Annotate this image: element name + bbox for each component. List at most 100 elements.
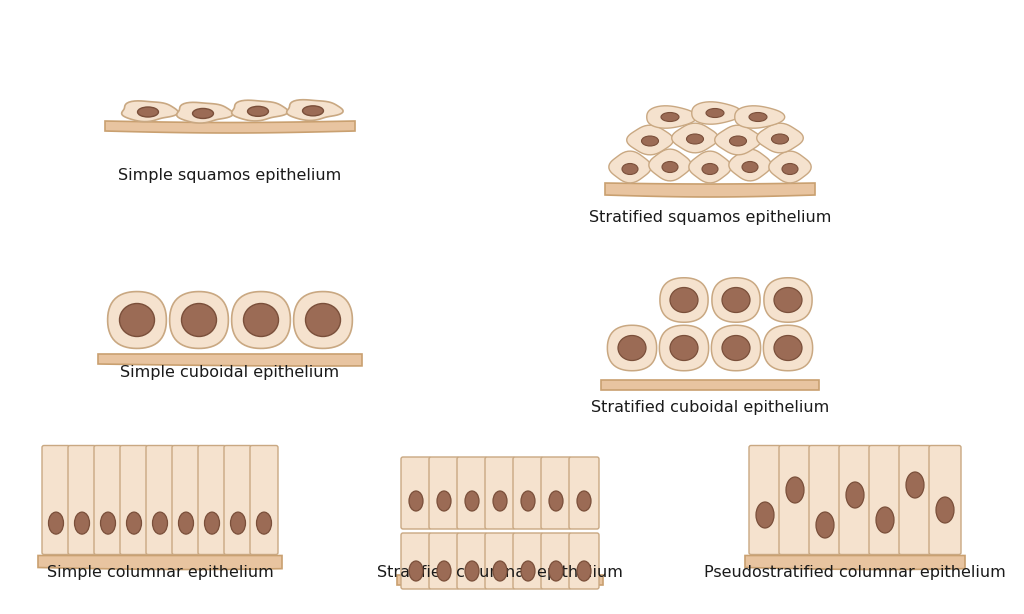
Ellipse shape xyxy=(120,303,155,336)
Ellipse shape xyxy=(662,112,679,122)
Polygon shape xyxy=(735,106,784,128)
FancyBboxPatch shape xyxy=(457,457,487,529)
Ellipse shape xyxy=(549,491,563,511)
Ellipse shape xyxy=(302,106,324,116)
FancyBboxPatch shape xyxy=(457,533,487,589)
FancyBboxPatch shape xyxy=(779,446,811,554)
Polygon shape xyxy=(763,325,813,371)
Ellipse shape xyxy=(48,512,63,534)
Polygon shape xyxy=(745,556,965,570)
Ellipse shape xyxy=(465,561,479,581)
Ellipse shape xyxy=(521,491,535,511)
Ellipse shape xyxy=(786,477,804,503)
FancyBboxPatch shape xyxy=(513,533,543,589)
Polygon shape xyxy=(607,325,656,371)
Ellipse shape xyxy=(205,512,219,534)
Polygon shape xyxy=(609,151,651,183)
Ellipse shape xyxy=(193,109,213,119)
Polygon shape xyxy=(715,125,761,155)
Ellipse shape xyxy=(437,561,451,581)
Polygon shape xyxy=(38,556,282,570)
FancyBboxPatch shape xyxy=(485,533,515,589)
FancyBboxPatch shape xyxy=(198,446,226,554)
FancyBboxPatch shape xyxy=(569,457,599,529)
FancyBboxPatch shape xyxy=(42,446,70,554)
Text: Pseudostratified columnar epithelium: Pseudostratified columnar epithelium xyxy=(705,565,1006,580)
FancyBboxPatch shape xyxy=(749,446,781,554)
Polygon shape xyxy=(294,292,352,348)
Ellipse shape xyxy=(706,109,724,117)
Polygon shape xyxy=(659,278,709,322)
FancyBboxPatch shape xyxy=(485,457,515,529)
FancyBboxPatch shape xyxy=(839,446,871,554)
Polygon shape xyxy=(122,101,178,122)
Ellipse shape xyxy=(256,512,271,534)
Ellipse shape xyxy=(749,112,767,122)
FancyBboxPatch shape xyxy=(541,533,571,589)
Ellipse shape xyxy=(178,512,194,534)
Ellipse shape xyxy=(702,163,718,174)
Ellipse shape xyxy=(549,561,563,581)
Ellipse shape xyxy=(409,491,423,511)
FancyBboxPatch shape xyxy=(569,533,599,589)
Ellipse shape xyxy=(729,136,746,146)
Polygon shape xyxy=(98,354,362,366)
Ellipse shape xyxy=(816,512,834,538)
FancyBboxPatch shape xyxy=(869,446,901,554)
Polygon shape xyxy=(672,123,718,153)
Ellipse shape xyxy=(100,512,116,534)
Ellipse shape xyxy=(493,491,507,511)
Text: Simple squamos epithelium: Simple squamos epithelium xyxy=(119,168,342,183)
Ellipse shape xyxy=(75,512,89,534)
FancyBboxPatch shape xyxy=(172,446,200,554)
Polygon shape xyxy=(397,575,603,585)
Polygon shape xyxy=(769,151,811,183)
FancyBboxPatch shape xyxy=(250,446,278,554)
Ellipse shape xyxy=(577,561,591,581)
FancyBboxPatch shape xyxy=(68,446,96,554)
Polygon shape xyxy=(692,102,741,124)
Polygon shape xyxy=(231,292,291,348)
FancyBboxPatch shape xyxy=(899,446,931,554)
Ellipse shape xyxy=(782,163,798,174)
Polygon shape xyxy=(712,325,761,371)
Ellipse shape xyxy=(244,303,279,336)
Ellipse shape xyxy=(936,497,954,523)
FancyBboxPatch shape xyxy=(94,446,122,554)
Ellipse shape xyxy=(771,134,788,144)
FancyBboxPatch shape xyxy=(541,457,571,529)
FancyBboxPatch shape xyxy=(929,446,961,554)
Text: Stratified squamos epithelium: Stratified squamos epithelium xyxy=(589,210,831,225)
Ellipse shape xyxy=(876,507,894,533)
Polygon shape xyxy=(170,292,228,348)
Polygon shape xyxy=(605,183,815,197)
Polygon shape xyxy=(647,106,696,128)
Ellipse shape xyxy=(722,287,750,313)
FancyBboxPatch shape xyxy=(513,457,543,529)
Polygon shape xyxy=(649,149,691,181)
FancyBboxPatch shape xyxy=(401,533,431,589)
Ellipse shape xyxy=(618,335,646,360)
Polygon shape xyxy=(108,292,166,348)
Ellipse shape xyxy=(305,303,341,336)
Polygon shape xyxy=(729,149,771,181)
Ellipse shape xyxy=(181,303,216,336)
Polygon shape xyxy=(177,103,233,123)
FancyBboxPatch shape xyxy=(146,446,174,554)
Ellipse shape xyxy=(137,107,159,117)
Polygon shape xyxy=(712,278,760,322)
Polygon shape xyxy=(601,380,819,390)
FancyBboxPatch shape xyxy=(429,533,459,589)
Ellipse shape xyxy=(622,163,638,174)
Ellipse shape xyxy=(906,472,924,498)
Ellipse shape xyxy=(662,161,678,173)
Text: Simple cuboidal epithelium: Simple cuboidal epithelium xyxy=(121,365,340,380)
FancyBboxPatch shape xyxy=(120,446,148,554)
Ellipse shape xyxy=(127,512,141,534)
Ellipse shape xyxy=(641,136,658,146)
Ellipse shape xyxy=(465,491,479,511)
Ellipse shape xyxy=(153,512,168,534)
Ellipse shape xyxy=(774,335,802,360)
Polygon shape xyxy=(287,99,343,120)
Ellipse shape xyxy=(756,502,774,528)
